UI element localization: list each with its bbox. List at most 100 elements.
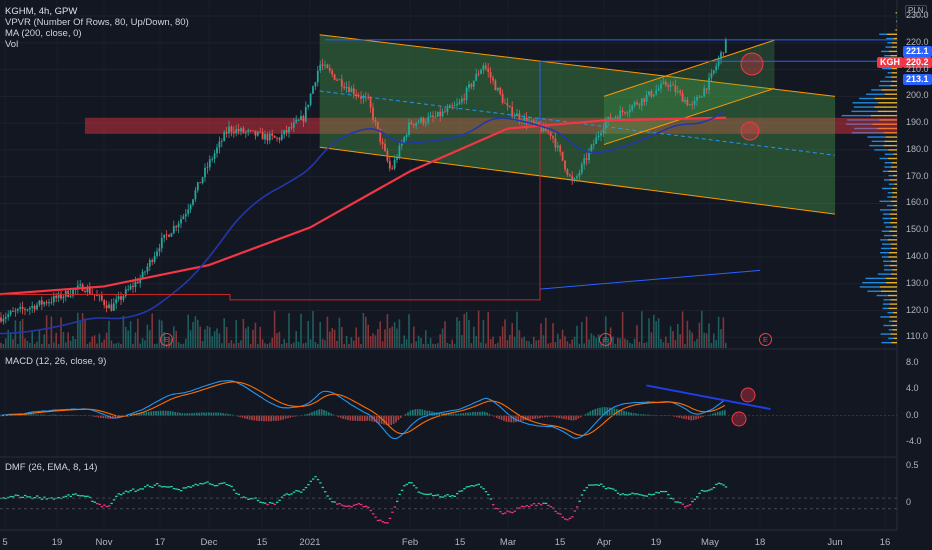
macd-hist <box>32 414 35 416</box>
vp-down <box>889 316 897 318</box>
macd-hist <box>424 410 426 416</box>
price-tick-label: 110.0 <box>906 331 928 342</box>
candle-body <box>561 151 564 161</box>
macd-line <box>0 380 726 440</box>
volume-bar <box>513 336 516 348</box>
macd-hist <box>404 413 407 416</box>
candle-body <box>597 135 600 138</box>
macd-hist <box>217 412 220 416</box>
candle-body <box>441 111 444 117</box>
candle-body <box>88 287 91 294</box>
resistance-band <box>85 117 897 134</box>
macd-hist <box>700 415 702 418</box>
vp-down <box>877 127 897 130</box>
dmf-title[interactable]: DMF (26, EMA, 8, 14) <box>5 462 98 473</box>
candle-body <box>578 172 581 177</box>
volume-bar <box>684 343 686 348</box>
vp-up <box>871 89 882 91</box>
macd-hist <box>510 415 512 423</box>
macd-title[interactable]: MACD (12, 26, close, 9) <box>5 356 107 367</box>
volume-bar <box>451 339 453 348</box>
price-tick-label: 140.0 <box>906 250 929 261</box>
vp-up <box>851 110 878 113</box>
candle-body <box>290 127 293 128</box>
indicator-ma[interactable]: MA (200, close, 0) <box>5 28 82 39</box>
vp-up <box>880 80 892 83</box>
macd-hist <box>683 415 685 419</box>
candle-body <box>568 174 571 176</box>
candle-body <box>259 131 262 133</box>
macd-hist <box>28 414 30 416</box>
candle-body <box>592 143 595 145</box>
candle-body <box>79 284 82 286</box>
macd-hist <box>361 415 364 421</box>
volume-bar <box>72 336 74 348</box>
macd-hist <box>464 412 467 416</box>
macd-hist <box>697 415 700 419</box>
macd-hist <box>282 415 284 420</box>
macd-hist <box>428 410 431 416</box>
macd-hist <box>592 410 594 416</box>
macd-hist <box>138 413 140 416</box>
candle-body <box>60 293 62 299</box>
macd-hist <box>359 415 361 421</box>
volume-bar <box>480 342 482 348</box>
macd-hist <box>244 415 246 419</box>
earnings-badge-1[interactable]: E <box>160 333 173 346</box>
macd-hist <box>469 412 472 416</box>
candle-body <box>216 147 218 154</box>
candle-body <box>319 64 322 71</box>
volume-bar <box>600 343 602 348</box>
volume-bar <box>566 341 569 348</box>
volume-bar <box>569 343 571 348</box>
volume-bar <box>408 314 410 348</box>
candle-body <box>360 96 362 99</box>
volume-bar <box>518 330 521 348</box>
volume-bar <box>103 339 105 348</box>
macd-hist <box>52 414 54 416</box>
indicator-vol[interactable]: Vol <box>5 39 19 50</box>
macd-hist <box>304 414 306 416</box>
macd-hist <box>318 409 320 416</box>
time-tick-label: Dec <box>200 537 218 548</box>
vp-down <box>896 12 897 14</box>
volume-bar <box>350 337 353 348</box>
vp-up <box>867 136 886 138</box>
macd-hist <box>320 409 323 416</box>
volume-bars <box>0 310 727 348</box>
volume-bar <box>271 337 273 348</box>
macd-hist <box>208 412 210 416</box>
indicator-vpvr[interactable]: VPVR (Number Of Rows, 80, Up/Down, 80) <box>5 17 189 28</box>
earnings-badge-3[interactable]: E <box>759 333 772 346</box>
macd-hist <box>649 414 652 416</box>
candle-body <box>280 134 283 140</box>
macd-hist <box>229 414 232 416</box>
volume-bar <box>374 335 377 348</box>
macd-hist <box>316 410 318 416</box>
candle-body <box>170 233 173 237</box>
macd-hist <box>716 411 719 416</box>
macd-hist <box>294 415 296 417</box>
earnings-badge-2[interactable]: E <box>599 333 612 346</box>
vp-up <box>879 157 888 160</box>
macd-hist <box>37 414 40 416</box>
volume-bar <box>228 342 230 348</box>
macd-hist <box>702 415 704 417</box>
currency-badge[interactable]: PLN <box>905 5 927 17</box>
volume-bar <box>377 329 379 348</box>
volume-bar <box>432 343 434 348</box>
candle-body <box>230 126 233 132</box>
volume-bar <box>470 343 473 348</box>
candle-body <box>602 128 605 134</box>
highlight-circle <box>731 411 747 427</box>
vp-down <box>887 239 897 241</box>
symbol-line[interactable]: KGHM, 4h, GPW <box>5 6 78 17</box>
candle-body <box>136 281 139 284</box>
volume-bar <box>278 331 281 348</box>
candle-body <box>645 95 648 102</box>
macd-hist <box>73 415 76 416</box>
candle-body <box>240 128 242 132</box>
main-legend: KGHM, 4h, GPW VPVR (Number Of Rows, 80, … <box>5 6 189 50</box>
volume-bar <box>499 336 501 348</box>
